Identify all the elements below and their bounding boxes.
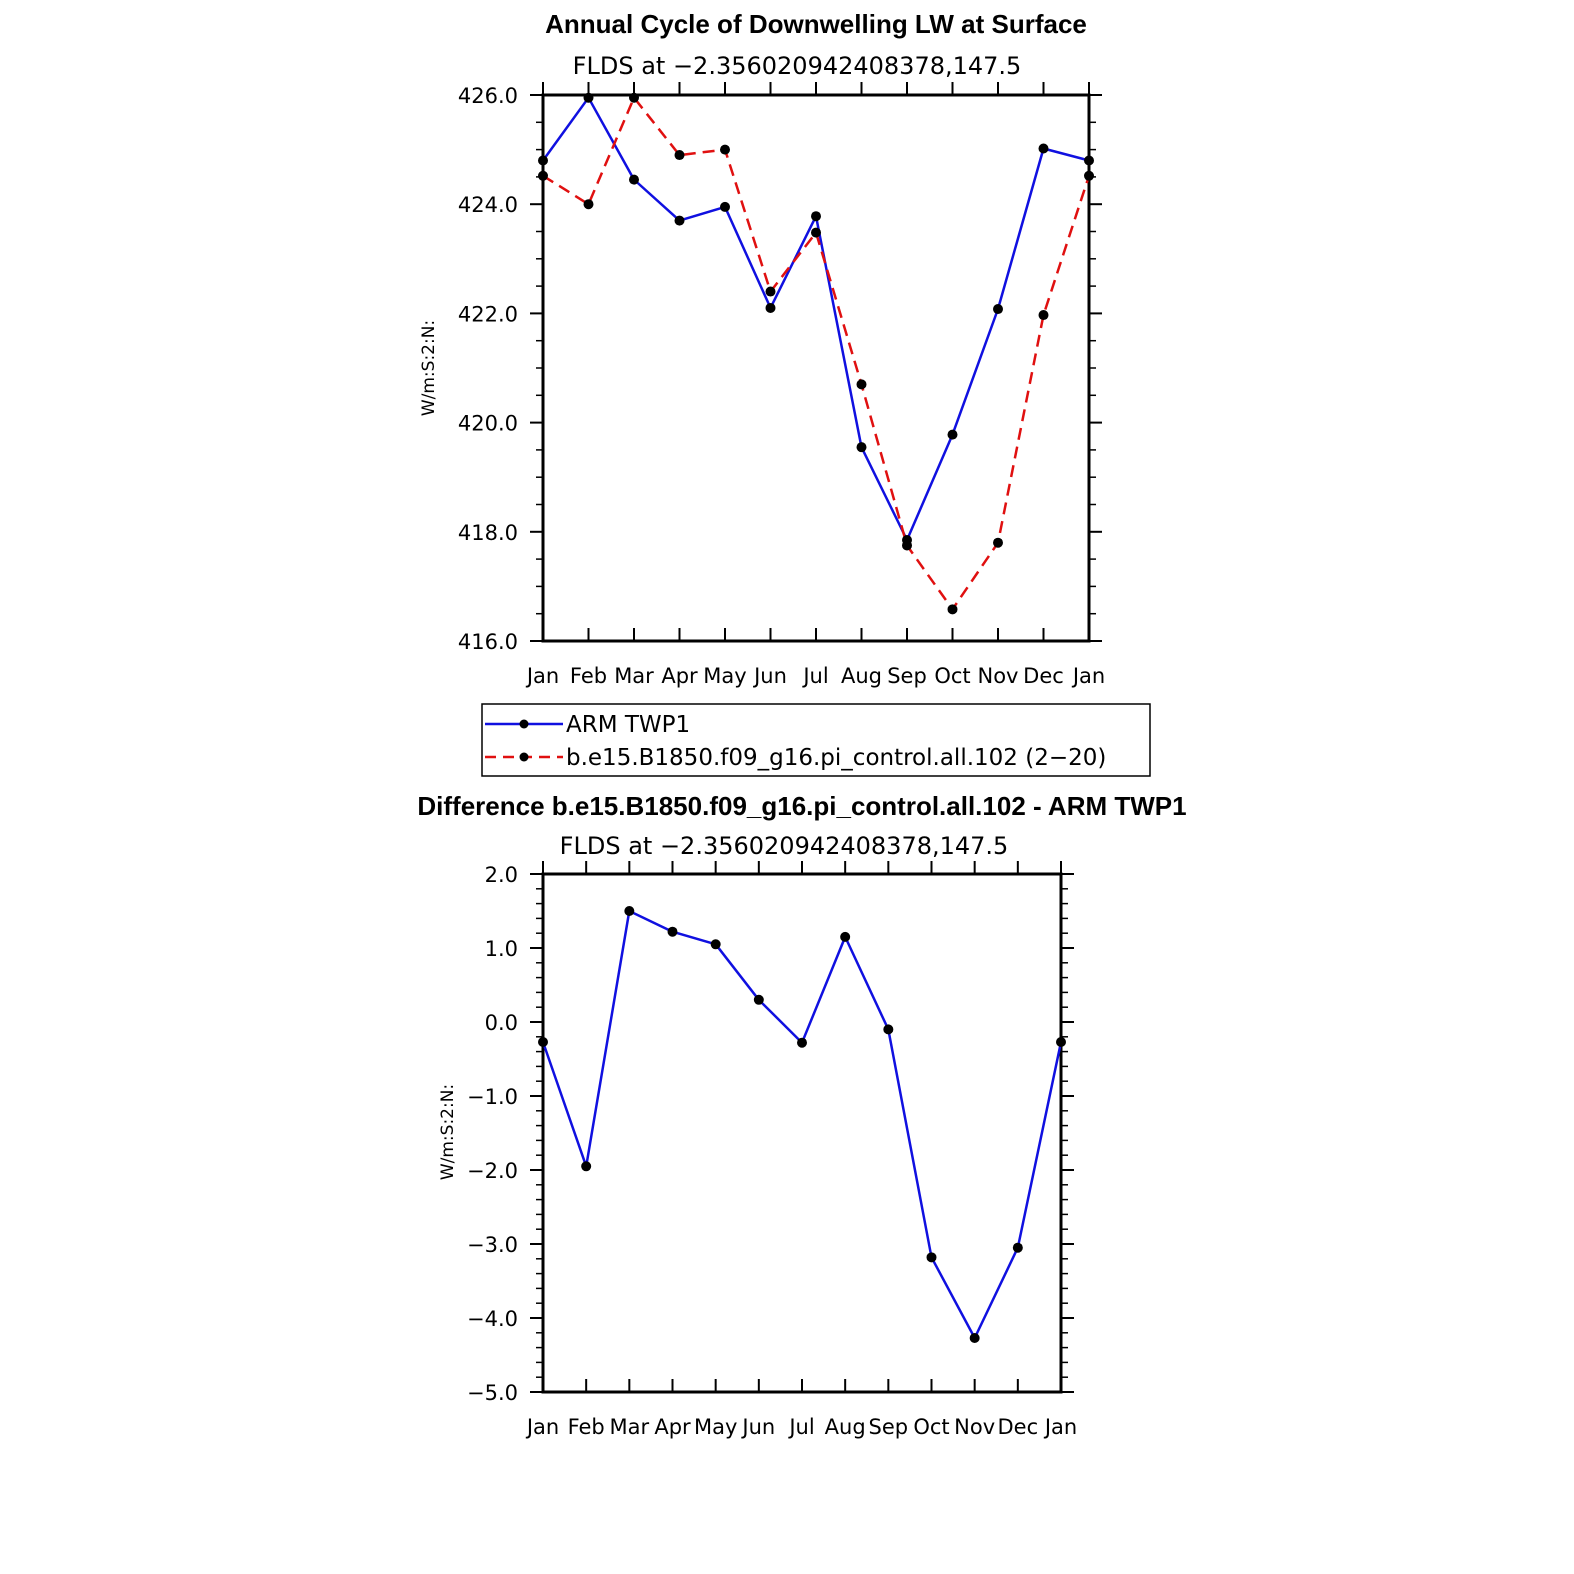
y-tick-label: −3.0: [467, 1233, 518, 1257]
series-line-0: [541, 909, 1063, 1340]
x-tick-label: May: [694, 1415, 737, 1439]
legend-label-arm-twp1: ARM TWP1: [566, 712, 690, 738]
data-point: [720, 201, 730, 212]
y-tick-label: 422.0: [458, 302, 518, 326]
legend-label-model: b.e15.B1850.f09_g16.pi_control.all.102 (…: [566, 745, 1106, 771]
x-tick-label: Jan: [525, 1415, 559, 1439]
x-tick-label: Jan: [1043, 1415, 1077, 1439]
data-point: [947, 429, 958, 440]
data-point: [1012, 1242, 1023, 1253]
x-tick-label: Aug: [825, 1415, 866, 1439]
x-tick-label: Oct: [934, 664, 970, 688]
difference-panel: Difference b.e15.B1850.f09_g16.pi_contro…: [417, 791, 1186, 1439]
plot-frame: [541, 872, 1063, 1394]
data-point: [629, 174, 639, 185]
x-tick-label: May: [703, 664, 746, 688]
x-tick-label: Sep: [887, 664, 927, 688]
data-point: [969, 1332, 980, 1343]
x-tick-label: Feb: [570, 664, 607, 688]
x-tick-label: Jun: [740, 1415, 775, 1439]
data-point: [993, 537, 1003, 548]
legend-marker-model: [519, 752, 529, 762]
y-tick-label: 418.0: [458, 521, 518, 545]
y-axis-label: W/m:S:2:N:: [419, 320, 439, 416]
data-point: [856, 379, 867, 390]
legend-marker-arm-twp1: [519, 719, 529, 729]
annual-cycle-panel: Annual Cycle of Downwelling LW at Surfac…: [419, 9, 1105, 688]
x-tick-label: Jan: [525, 664, 559, 688]
x-tick-label: Mar: [610, 1415, 650, 1439]
x-tick-label: Jul: [801, 664, 828, 688]
y-tick-label: 420.0: [458, 412, 518, 436]
data-point: [765, 302, 776, 313]
data-point: [797, 1037, 807, 1048]
x-tick-label: Apr: [661, 664, 698, 688]
data-point: [1084, 170, 1094, 181]
x-tick-label: Oct: [913, 1415, 949, 1439]
plot-frame: [541, 93, 1091, 643]
data-point: [629, 92, 639, 103]
chart-subtitle: FLDS at −2.356020942408378,147.5: [560, 832, 1009, 860]
x-tick-label: Jan: [1071, 664, 1105, 688]
x-tick-label: Nov: [978, 664, 1019, 688]
series-line-1: [542, 96, 1091, 611]
x-tick-label: Nov: [954, 1415, 995, 1439]
y-tick-label: 424.0: [458, 193, 518, 217]
data-point: [1084, 155, 1094, 166]
data-point: [583, 92, 594, 103]
y-axis-label: W/m:S:2:N:: [438, 1084, 458, 1180]
y-tick-label: −5.0: [467, 1381, 518, 1405]
x-tick-label: Dec: [998, 1415, 1039, 1439]
data-point: [926, 1252, 937, 1263]
data-point: [753, 994, 764, 1005]
chart-subtitle: FLDS at −2.356020942408378,147.5: [573, 52, 1022, 80]
y-tick-label: 1.0: [485, 937, 518, 961]
data-point: [883, 1024, 894, 1035]
data-point: [856, 442, 867, 453]
data-point: [720, 144, 730, 155]
x-tick-label: Dec: [1023, 664, 1064, 688]
data-point: [811, 211, 821, 222]
data-point: [811, 227, 821, 238]
series-line-0: [541, 96, 1090, 542]
y-tick-label: 426.0: [458, 84, 518, 108]
data-point: [765, 286, 776, 297]
x-tick-label: Mar: [614, 664, 654, 688]
data-point: [667, 926, 678, 937]
data-point: [902, 540, 912, 551]
y-tick-label: 416.0: [458, 630, 518, 654]
chart-title: Annual Cycle of Downwelling LW at Surfac…: [545, 9, 1087, 39]
x-tick-label: Feb: [568, 1415, 605, 1439]
data-point: [583, 199, 594, 210]
data-point: [674, 150, 685, 161]
y-tick-label: −4.0: [467, 1307, 518, 1331]
data-point: [674, 215, 685, 226]
data-point: [624, 906, 635, 916]
data-point: [538, 155, 548, 166]
x-tick-label: Apr: [654, 1415, 691, 1439]
y-tick-label: −2.0: [467, 1159, 518, 1183]
y-tick-label: 0.0: [485, 1011, 518, 1035]
data-point: [710, 939, 721, 950]
data-point: [1038, 310, 1049, 321]
data-point: [947, 604, 958, 615]
chart-title: Difference b.e15.B1850.f09_g16.pi_contro…: [417, 791, 1186, 821]
x-tick-label: Aug: [841, 664, 882, 688]
legend-box: [481, 703, 1151, 777]
x-tick-label: Jun: [752, 664, 787, 688]
y-tick-label: −1.0: [467, 1085, 518, 1109]
data-point: [993, 304, 1003, 315]
x-tick-label: Jul: [787, 1415, 814, 1439]
data-point: [538, 1036, 548, 1047]
data-point: [1056, 1036, 1066, 1047]
data-point: [581, 1161, 592, 1172]
y-tick-label: 2.0: [485, 863, 518, 887]
data-point: [538, 170, 548, 181]
x-tick-label: Sep: [869, 1415, 909, 1439]
data-point: [840, 931, 851, 942]
data-point: [1038, 143, 1049, 154]
legend: ARM TWP1 b.e15.B1850.f09_g16.pi_control.…: [481, 703, 1151, 777]
